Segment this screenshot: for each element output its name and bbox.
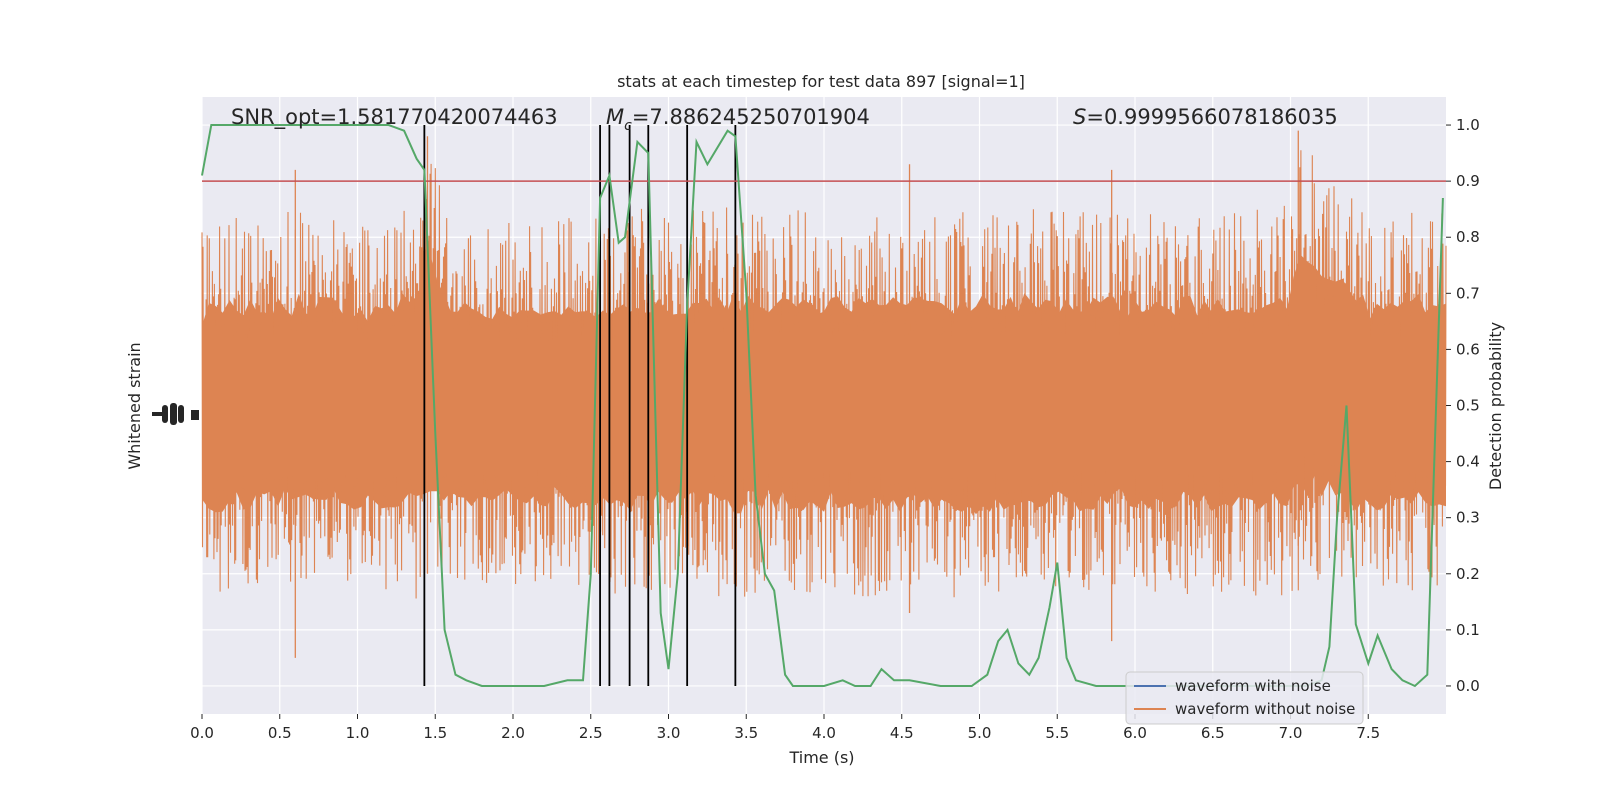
waveform-trace — [201, 150, 1447, 599]
y-tick-label: 0.0 — [1456, 677, 1480, 695]
left-axis-tick-cluster — [152, 403, 199, 425]
y-tick-label: 0.7 — [1456, 284, 1480, 302]
score-annotation: S=0.9999566078186035 — [1073, 105, 1338, 129]
x-tick-label: 2.5 — [579, 724, 603, 742]
y-tick-label: 0.6 — [1456, 340, 1480, 358]
legend: waveform with noise waveform without noi… — [1125, 671, 1364, 725]
x-tick-label: 7.5 — [1356, 724, 1380, 742]
legend-label-without-noise: waveform without noise — [1175, 700, 1355, 718]
x-tick-label: 1.5 — [423, 724, 447, 742]
y-axis-label-right: Detection probability — [1486, 322, 1505, 490]
y-tick-label: 0.5 — [1456, 397, 1480, 415]
y-tick-label: 0.4 — [1456, 453, 1480, 471]
x-tick-label: 5.5 — [1045, 724, 1069, 742]
x-axis-label: Time (s) — [788, 748, 854, 767]
y-tick-label: 0.9 — [1456, 172, 1480, 190]
legend-box — [1125, 671, 1364, 725]
x-tick-label: 0.0 — [190, 724, 214, 742]
x-tick-label: 0.5 — [268, 724, 292, 742]
x-tick-label: 1.0 — [346, 724, 370, 742]
y-axis-ticks: 0.0 0.1 0.2 0.3 0.4 0.5 0.6 0.7 0.8 0.9 1.0 — [1446, 116, 1480, 695]
x-tick-label: 4.0 — [812, 724, 836, 742]
y-tick-label: 0.2 — [1456, 565, 1480, 583]
y-tick-label: 0.3 — [1456, 509, 1480, 527]
x-tick-label: 2.0 — [501, 724, 525, 742]
y-axis-label-left: Whitened strain — [125, 342, 144, 469]
y-tick-label: 0.1 — [1456, 621, 1480, 639]
waveform-without-noise-series — [201, 130, 1447, 658]
snr-annotation: SNR_opt=1.581770420074463 — [231, 105, 558, 130]
x-tick-label: 3.5 — [734, 724, 758, 742]
x-axis-ticks: 0.0 0.5 1.0 1.5 2.0 2.5 3.0 3.5 4.0 4.5 5.0 5.5 6.0 6… — [190, 714, 1380, 742]
x-tick-label: 3.0 — [657, 724, 681, 742]
x-tick-label: 7.0 — [1279, 724, 1303, 742]
x-tick-label: 6.0 — [1123, 724, 1147, 742]
chart-title: stats at each timestep for test data 897… — [617, 72, 1025, 91]
y-tick-label: 0.8 — [1456, 228, 1480, 246]
x-tick-label: 5.0 — [968, 724, 992, 742]
y-tick-label: 1.0 — [1456, 116, 1480, 134]
legend-label-with-noise: waveform with noise — [1175, 677, 1331, 695]
x-tick-label: 6.5 — [1201, 724, 1225, 742]
chirp-mass-annotation: Mc=7.886245250701904 — [606, 105, 870, 134]
x-tick-label: 4.5 — [890, 724, 914, 742]
